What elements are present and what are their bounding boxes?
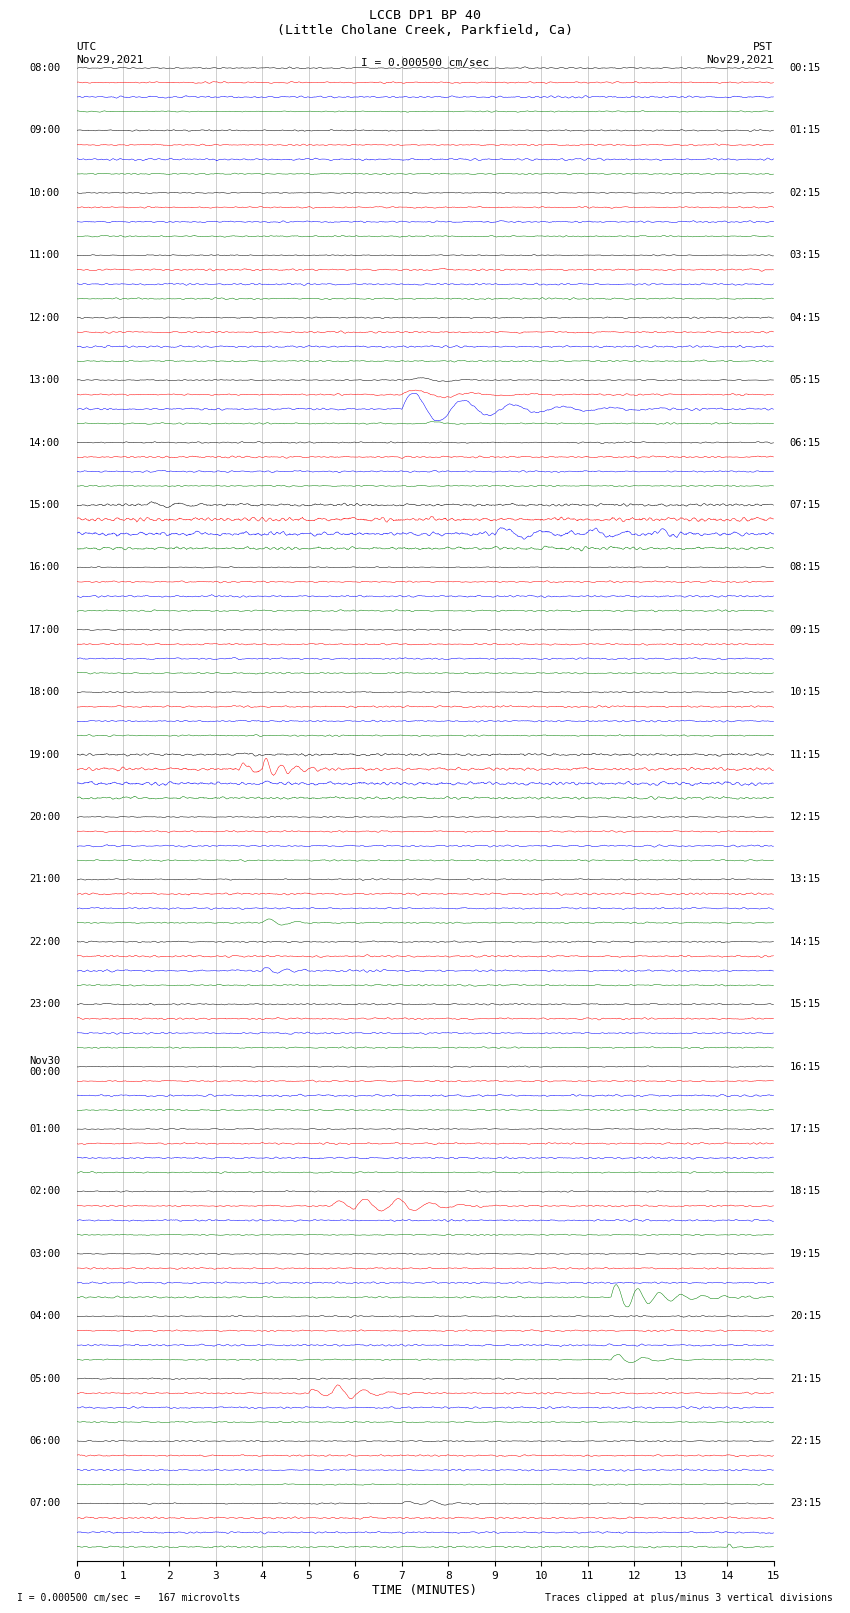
Text: 23:00: 23:00 bbox=[29, 998, 60, 1010]
Text: 18:00: 18:00 bbox=[29, 687, 60, 697]
Text: 15:15: 15:15 bbox=[790, 998, 821, 1010]
Text: 19:00: 19:00 bbox=[29, 750, 60, 760]
Text: I = 0.000500 cm/sec: I = 0.000500 cm/sec bbox=[361, 58, 489, 68]
Text: 07:00: 07:00 bbox=[29, 1498, 60, 1508]
Text: 14:00: 14:00 bbox=[29, 437, 60, 447]
Text: 04:15: 04:15 bbox=[790, 313, 821, 323]
Text: 05:15: 05:15 bbox=[790, 376, 821, 386]
Text: 10:15: 10:15 bbox=[790, 687, 821, 697]
Text: Nov29,2021: Nov29,2021 bbox=[706, 55, 774, 65]
Text: I = 0.000500 cm/sec =   167 microvolts: I = 0.000500 cm/sec = 167 microvolts bbox=[17, 1594, 241, 1603]
Text: 22:00: 22:00 bbox=[29, 937, 60, 947]
Text: 12:00: 12:00 bbox=[29, 313, 60, 323]
Text: 19:15: 19:15 bbox=[790, 1248, 821, 1258]
Text: 22:15: 22:15 bbox=[790, 1436, 821, 1447]
X-axis label: TIME (MINUTES): TIME (MINUTES) bbox=[372, 1584, 478, 1597]
Title: LCCB DP1 BP 40
(Little Cholane Creek, Parkfield, Ca): LCCB DP1 BP 40 (Little Cholane Creek, Pa… bbox=[277, 10, 573, 37]
Text: 18:15: 18:15 bbox=[790, 1187, 821, 1197]
Text: 16:00: 16:00 bbox=[29, 563, 60, 573]
Text: PST: PST bbox=[753, 42, 774, 52]
Text: Nov30
00:00: Nov30 00:00 bbox=[29, 1057, 60, 1077]
Text: 05:00: 05:00 bbox=[29, 1374, 60, 1384]
Text: 17:00: 17:00 bbox=[29, 624, 60, 636]
Text: 20:00: 20:00 bbox=[29, 811, 60, 823]
Text: 06:00: 06:00 bbox=[29, 1436, 60, 1447]
Text: 10:00: 10:00 bbox=[29, 187, 60, 198]
Text: 03:15: 03:15 bbox=[790, 250, 821, 260]
Text: 07:15: 07:15 bbox=[790, 500, 821, 510]
Text: 01:00: 01:00 bbox=[29, 1124, 60, 1134]
Text: 13:15: 13:15 bbox=[790, 874, 821, 884]
Text: 23:15: 23:15 bbox=[790, 1498, 821, 1508]
Text: 16:15: 16:15 bbox=[790, 1061, 821, 1071]
Text: 15:00: 15:00 bbox=[29, 500, 60, 510]
Text: 17:15: 17:15 bbox=[790, 1124, 821, 1134]
Text: Nov29,2021: Nov29,2021 bbox=[76, 55, 144, 65]
Text: 20:15: 20:15 bbox=[790, 1311, 821, 1321]
Text: 12:15: 12:15 bbox=[790, 811, 821, 823]
Text: 09:00: 09:00 bbox=[29, 126, 60, 135]
Text: 03:00: 03:00 bbox=[29, 1248, 60, 1258]
Text: 11:15: 11:15 bbox=[790, 750, 821, 760]
Text: 00:15: 00:15 bbox=[790, 63, 821, 73]
Text: 06:15: 06:15 bbox=[790, 437, 821, 447]
Text: 09:15: 09:15 bbox=[790, 624, 821, 636]
Text: 02:00: 02:00 bbox=[29, 1187, 60, 1197]
Text: 02:15: 02:15 bbox=[790, 187, 821, 198]
Text: 11:00: 11:00 bbox=[29, 250, 60, 260]
Text: 08:00: 08:00 bbox=[29, 63, 60, 73]
Text: 08:15: 08:15 bbox=[790, 563, 821, 573]
Text: UTC: UTC bbox=[76, 42, 97, 52]
Text: 04:00: 04:00 bbox=[29, 1311, 60, 1321]
Text: 01:15: 01:15 bbox=[790, 126, 821, 135]
Text: 13:00: 13:00 bbox=[29, 376, 60, 386]
Text: 21:00: 21:00 bbox=[29, 874, 60, 884]
Text: 14:15: 14:15 bbox=[790, 937, 821, 947]
Text: 21:15: 21:15 bbox=[790, 1374, 821, 1384]
Text: Traces clipped at plus/minus 3 vertical divisions: Traces clipped at plus/minus 3 vertical … bbox=[545, 1594, 833, 1603]
